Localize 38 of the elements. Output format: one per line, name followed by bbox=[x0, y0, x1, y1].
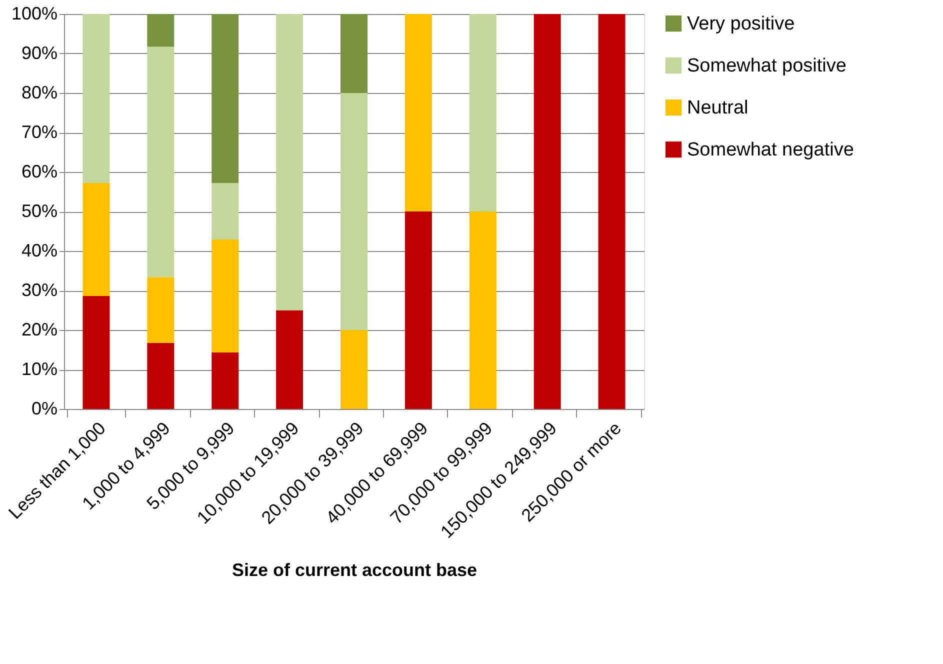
y-tick-label: 80% bbox=[21, 82, 58, 102]
legend-label: Neutral bbox=[687, 98, 748, 118]
legend-label: Very positive bbox=[687, 14, 795, 34]
bar bbox=[534, 14, 561, 409]
y-tick-label: 0% bbox=[31, 398, 58, 418]
bar bbox=[340, 330, 368, 409]
bar bbox=[82, 296, 110, 409]
bar bbox=[276, 14, 304, 310]
bar bbox=[469, 14, 496, 212]
bar bbox=[147, 343, 174, 409]
bar bbox=[212, 352, 239, 409]
bar bbox=[598, 14, 626, 409]
y-tick-label: 40% bbox=[21, 240, 58, 260]
y-tick-label: 10% bbox=[21, 359, 58, 379]
y-tick-label: 90% bbox=[21, 43, 58, 63]
y-tick-label: 60% bbox=[21, 162, 58, 182]
bar bbox=[147, 14, 174, 47]
y-tick-label: 50% bbox=[21, 201, 58, 221]
bar bbox=[147, 46, 174, 278]
bar bbox=[212, 14, 239, 184]
bar bbox=[276, 310, 304, 409]
bar bbox=[147, 277, 174, 344]
bar bbox=[469, 212, 496, 409]
bar bbox=[404, 212, 432, 409]
bar bbox=[340, 14, 368, 93]
legend-label: Somewhat positive bbox=[687, 56, 846, 76]
bar bbox=[212, 240, 239, 353]
bar bbox=[404, 14, 432, 212]
y-tick-label: 70% bbox=[21, 122, 58, 142]
y-tick-label: 100% bbox=[11, 4, 58, 24]
bar bbox=[340, 93, 368, 330]
bar bbox=[82, 183, 110, 296]
y-tick-label: 20% bbox=[21, 320, 58, 340]
legend-label: Somewhat negative bbox=[687, 140, 854, 160]
bar bbox=[212, 183, 239, 240]
x-axis-title: Size of current account base bbox=[232, 560, 478, 580]
y-tick-label: 30% bbox=[21, 280, 58, 300]
bar bbox=[82, 14, 110, 184]
